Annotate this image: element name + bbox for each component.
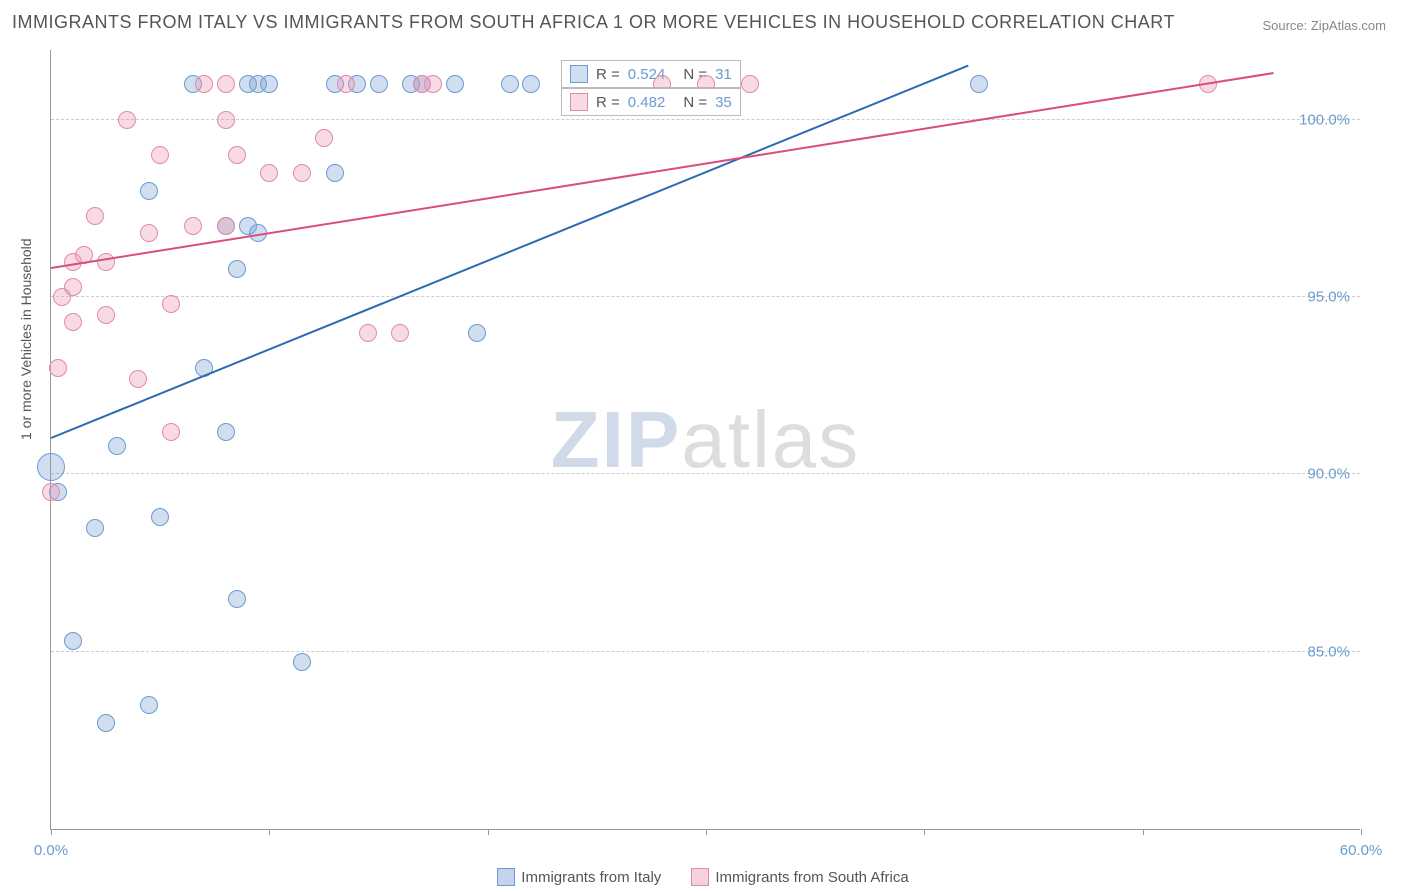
scatter-plot-area: ZIPatlas 85.0%90.0%95.0%100.0%0.0%60.0%R…	[50, 50, 1360, 830]
scatter-point	[64, 313, 82, 331]
chart-title: IMMIGRANTS FROM ITALY VS IMMIGRANTS FROM…	[12, 12, 1175, 33]
scatter-point	[64, 632, 82, 650]
chart-legend: Immigrants from Italy Immigrants from Sou…	[0, 868, 1406, 886]
scatter-point	[217, 423, 235, 441]
stat-r-value: 0.482	[628, 94, 666, 111]
scatter-point	[49, 359, 67, 377]
scatter-point	[370, 75, 388, 93]
y-axis-title: 1 or more Vehicles in Household	[18, 238, 34, 440]
scatter-point	[86, 519, 104, 537]
scatter-point	[741, 75, 759, 93]
trend-line	[51, 65, 969, 439]
scatter-point	[140, 182, 158, 200]
y-tick-label: 90.0%	[1307, 466, 1350, 483]
scatter-point	[326, 164, 344, 182]
y-tick-label: 95.0%	[1307, 289, 1350, 306]
scatter-point	[118, 111, 136, 129]
scatter-point	[184, 217, 202, 235]
scatter-point	[501, 75, 519, 93]
scatter-point	[315, 129, 333, 147]
scatter-point	[359, 324, 377, 342]
stat-r-label: R =	[596, 66, 620, 83]
scatter-point	[217, 217, 235, 235]
x-tick	[1361, 829, 1362, 835]
x-tick	[706, 829, 707, 835]
x-tick	[1143, 829, 1144, 835]
legend-label: Immigrants from Italy	[521, 869, 661, 886]
stat-n-value: 35	[715, 94, 732, 111]
scatter-point	[97, 306, 115, 324]
scatter-point	[86, 207, 104, 225]
gridline	[51, 651, 1360, 652]
x-tick	[924, 829, 925, 835]
stat-n-value: 31	[715, 66, 732, 83]
scatter-point	[970, 75, 988, 93]
legend-item: Immigrants from Italy	[497, 868, 661, 886]
scatter-point	[260, 75, 278, 93]
stat-n-label: N =	[683, 94, 707, 111]
x-tick	[488, 829, 489, 835]
scatter-point	[337, 75, 355, 93]
stat-r-label: R =	[596, 94, 620, 111]
scatter-point	[195, 75, 213, 93]
scatter-point	[97, 253, 115, 271]
scatter-point	[151, 146, 169, 164]
legend-swatch	[691, 868, 709, 886]
gridline	[51, 473, 1360, 474]
scatter-point	[217, 111, 235, 129]
watermark-zip: ZIP	[551, 395, 681, 484]
legend-item: Immigrants from South Africa	[691, 868, 908, 886]
x-tick-label: 60.0%	[1340, 842, 1383, 859]
y-tick-label: 85.0%	[1307, 643, 1350, 660]
gridline	[51, 296, 1360, 297]
scatter-point	[162, 295, 180, 313]
watermark: ZIPatlas	[551, 394, 860, 486]
y-tick-label: 100.0%	[1299, 111, 1350, 128]
scatter-point	[129, 370, 147, 388]
scatter-point	[293, 653, 311, 671]
watermark-atlas: atlas	[681, 395, 860, 484]
legend-swatch	[497, 868, 515, 886]
legend-label: Immigrants from South Africa	[715, 869, 908, 886]
scatter-point	[228, 146, 246, 164]
stat-swatch	[570, 93, 588, 111]
scatter-point	[217, 75, 235, 93]
scatter-point	[108, 437, 126, 455]
correlation-stat-box: R = 0.482 N = 35	[561, 88, 741, 116]
scatter-point	[140, 224, 158, 242]
scatter-point	[391, 324, 409, 342]
scatter-point	[53, 288, 71, 306]
scatter-point	[151, 508, 169, 526]
gridline	[51, 119, 1360, 120]
stat-swatch	[570, 65, 588, 83]
scatter-point	[42, 483, 60, 501]
scatter-point	[97, 714, 115, 732]
source-label: Source:	[1262, 18, 1310, 33]
x-tick	[51, 829, 52, 835]
x-tick	[269, 829, 270, 835]
source-name: ZipAtlas.com	[1311, 18, 1386, 33]
scatter-point	[162, 423, 180, 441]
scatter-point	[446, 75, 464, 93]
scatter-point	[140, 696, 158, 714]
scatter-point	[522, 75, 540, 93]
x-tick-label: 0.0%	[34, 842, 68, 859]
scatter-point	[228, 590, 246, 608]
scatter-point	[260, 164, 278, 182]
scatter-point	[37, 453, 65, 481]
scatter-point	[424, 75, 442, 93]
scatter-point	[468, 324, 486, 342]
scatter-point	[293, 164, 311, 182]
source-attribution: Source: ZipAtlas.com	[1262, 18, 1386, 33]
scatter-point	[228, 260, 246, 278]
